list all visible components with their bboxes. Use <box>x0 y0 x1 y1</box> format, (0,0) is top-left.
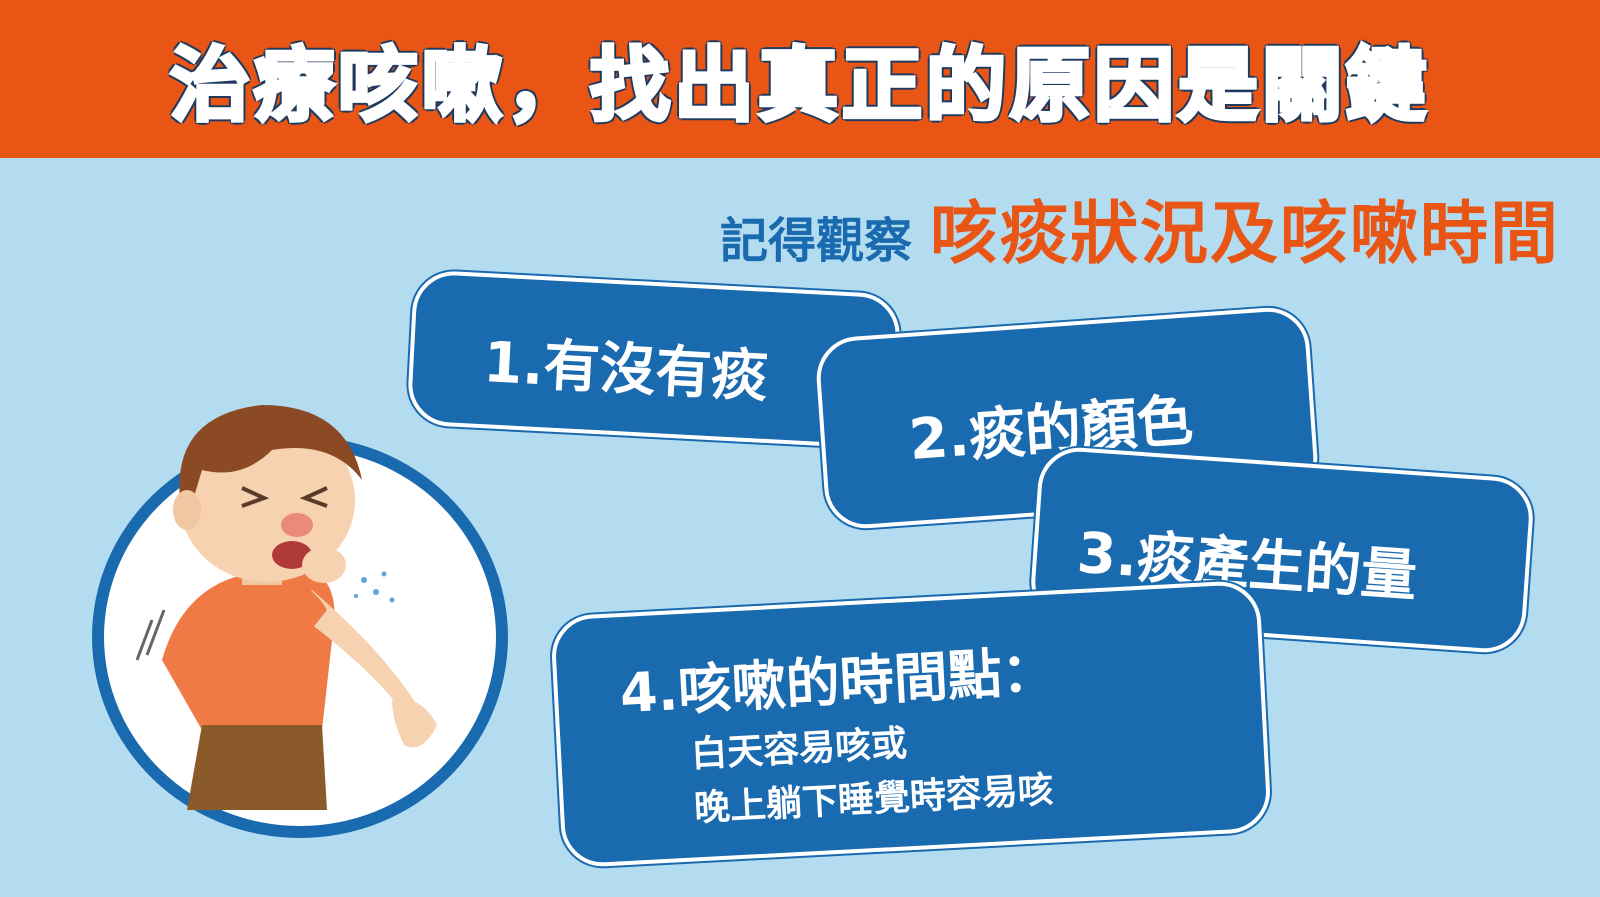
item-label: 4.咳嗽的時間點： <box>618 639 1058 726</box>
subtitle: 記得觀察 咳痰狀況及咳嗽時間 <box>720 178 1560 277</box>
item-label: 1.有沒有痰 <box>481 330 770 410</box>
coughing-boy-illustration <box>135 405 437 810</box>
subtitle-prefix: 記得觀察 <box>719 213 912 269</box>
page-title: 治療咳嗽，找出真正的原因是關鍵 <box>168 37 1430 134</box>
item-detail-line: 白天容易咳或 <box>690 723 909 776</box>
title-banner: 治療咳嗽，找出真正的原因是關鍵 <box>0 0 1600 158</box>
subtitle-highlight: 咳痰狀況及咳嗽時間 <box>929 195 1560 274</box>
item-bubble-4: 4.咳嗽的時間點： 白天容易咳或 晚上躺下睡覺時容易咳 <box>549 579 1273 869</box>
